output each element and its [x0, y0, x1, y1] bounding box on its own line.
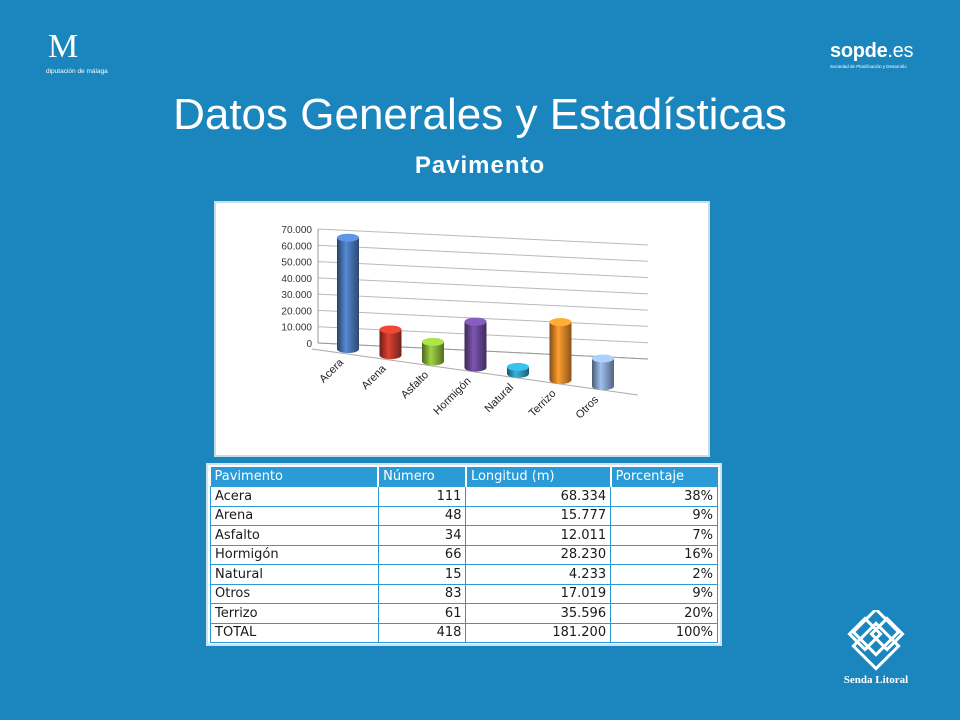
y-tick-label: 40.000: [281, 274, 312, 285]
bar-top-hormigón: [464, 317, 487, 326]
table-cell: 15.777: [465, 505, 612, 526]
y-tick-label: 10.000: [281, 323, 312, 334]
table-cell: 28.230: [465, 544, 612, 565]
table-cell: 48: [377, 505, 467, 526]
table-header-porcentaje: Porcentaje: [610, 467, 718, 487]
table-cell: 9%: [610, 583, 718, 604]
bar-top-natural: [507, 362, 529, 371]
table-header-row: Pavimento Número Longitud (m) Porcentaje: [210, 467, 718, 487]
table-cell: Terrizo: [210, 603, 379, 624]
table-cell: 66: [377, 544, 467, 565]
table-cell: 20%: [610, 603, 718, 624]
senda-litoral-logo: Senda Litoral: [836, 607, 916, 690]
bar-asfalto: [422, 341, 444, 366]
data-table: Pavimento Número Longitud (m) Porcentaje…: [210, 467, 718, 643]
sopde-logo-tagline: Sociedad de Planificación y Desarrollo: [830, 64, 907, 69]
bar-acera: [337, 237, 359, 353]
x-tick-label: Terrizo: [527, 388, 559, 420]
x-tick-label: Otros: [574, 393, 602, 421]
data-table-panel: Pavimento Número Longitud (m) Porcentaje…: [206, 463, 722, 646]
table-row-total: TOTAL 418 181.200 100%: [210, 622, 718, 643]
y-tick-label: 70.000: [281, 225, 312, 236]
table-cell: 17.019: [465, 583, 612, 604]
table-header-longitud: Longitud (m): [465, 467, 612, 487]
y-tick-label: 20.000: [281, 306, 312, 317]
table-cell: 83: [377, 583, 467, 604]
senda-litoral-label: Senda Litoral: [843, 674, 909, 686]
table-cell: Asfalto: [210, 525, 379, 546]
page-title: Datos Generales y Estadísticas: [173, 90, 787, 139]
diputacion-logo: M diputación de málaga: [42, 28, 112, 78]
gridline: [317, 293, 649, 311]
table-cell: 7%: [610, 525, 718, 546]
table-cell: Acera: [210, 486, 379, 507]
table-cell: 100%: [610, 622, 718, 643]
y-tick-label: 0: [306, 339, 312, 350]
x-tick-label: Acera: [317, 356, 346, 385]
x-tick-label: Arena: [359, 362, 389, 392]
gridline: [317, 261, 649, 279]
table-cell: 38%: [610, 486, 718, 507]
table-cell: 16%: [610, 544, 718, 565]
table-row: Terrizo 61 35.596 20%: [210, 603, 718, 624]
bar-arena: [379, 329, 402, 360]
sopde-logo: sopde.es Sociedad de Planificación y Des…: [830, 40, 916, 72]
table-header-pavimento: Pavimento: [210, 467, 380, 487]
x-tick-label: Hormigón: [431, 375, 473, 417]
y-tick-label: 30.000: [281, 290, 312, 301]
table-row: Acera 111 68.334 38%: [210, 486, 718, 507]
gridline: [317, 277, 649, 295]
table-cell: 418: [377, 622, 467, 643]
table-header-numero: Número: [378, 467, 467, 487]
page-subtitle: Pavimento: [414, 152, 546, 179]
bar-top-terrizo: [549, 318, 572, 327]
table-cell: 181.200: [465, 622, 612, 643]
table-cell: TOTAL: [210, 622, 379, 643]
table-row: Otros 83 17.019 9%: [210, 583, 718, 604]
table-cell: Natural: [210, 564, 379, 585]
table-cell: 111: [377, 486, 467, 507]
y-tick-label: 60.000: [281, 241, 312, 252]
bar-chart: 0 10.000 20.000 30.000 40.000 50.000 60.000 70.…: [281, 225, 649, 421]
x-tick-label: Natural: [483, 381, 517, 415]
bar-top-asfalto: [422, 337, 444, 346]
table-cell: 61: [377, 603, 467, 624]
table-cell: 15: [377, 564, 467, 585]
gridline: [317, 309, 649, 327]
gridline: [317, 244, 649, 262]
table-cell: Arena: [210, 505, 379, 526]
floor-edge: [311, 348, 639, 396]
table-cell: 9%: [610, 505, 718, 526]
bar-otros: [592, 358, 614, 391]
table-row: Natural 15 4.233 2%: [210, 564, 718, 585]
table-row: Asfalto 34 12.011 7%: [210, 525, 718, 546]
table-cell: 4.233: [465, 564, 612, 585]
table-cell: 68.334: [465, 486, 612, 507]
table-cell: Hormigón: [210, 544, 379, 565]
table-cell: 12.011: [465, 525, 612, 546]
table-cell: Otros: [210, 583, 379, 604]
sopde-logo-name: sopde: [830, 40, 888, 62]
y-tick-label: 50.000: [281, 258, 312, 269]
gridline: [317, 228, 649, 246]
knot-icon: [847, 607, 905, 671]
bar-top-otros: [592, 354, 614, 363]
table-cell: 2%: [610, 564, 718, 585]
table-cell: 34: [377, 525, 467, 546]
bar-hormigón: [464, 321, 487, 372]
sopde-logo-tld: .es: [887, 40, 914, 62]
table-row: Hormigón 66 28.230 16%: [210, 544, 718, 565]
table-row: Arena 48 15.777 9%: [210, 505, 718, 526]
diputacion-logo-mark: M: [48, 28, 79, 65]
diputacion-logo-text: diputación de málaga: [46, 68, 108, 75]
bar-terrizo: [549, 322, 572, 384]
x-tick-label: Asfalto: [399, 369, 431, 401]
table-cell: 35.596: [465, 603, 612, 624]
bar-top-arena: [379, 325, 402, 334]
bar-top-acera: [337, 233, 359, 242]
chart-panel: 0 10.000 20.000 30.000 40.000 50.000 60.000 70.…: [214, 201, 710, 457]
